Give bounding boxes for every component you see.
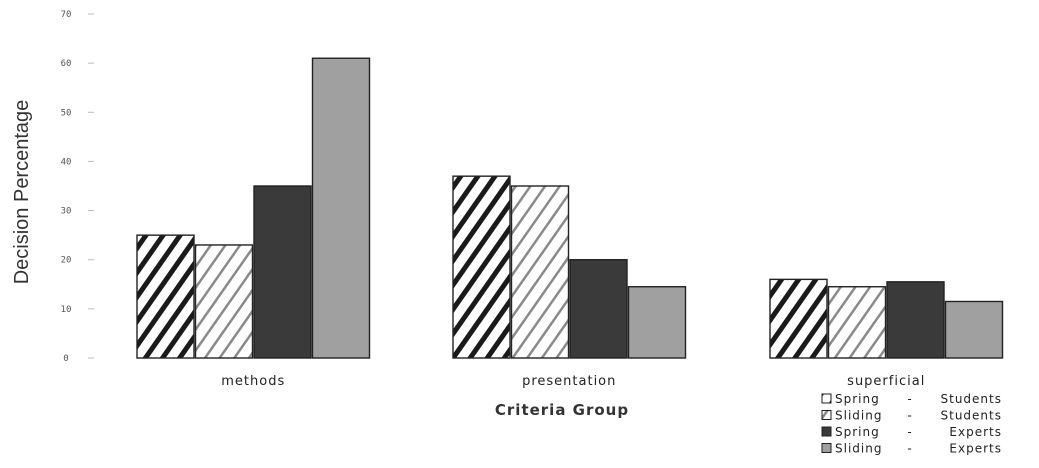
legend-separator: - (907, 392, 912, 406)
legend-swatch (821, 443, 832, 453)
y-tick-label: 50 (61, 108, 72, 118)
y-tick-label: 30 (61, 207, 72, 217)
legend: Spring - Students Sliding - Students Spring - Ex… (821, 392, 1003, 456)
category-label: superficial (847, 374, 925, 389)
legend-series-group: Experts (949, 442, 1002, 456)
category-label: methods (221, 374, 285, 389)
y-axis: 0 10 20 30 40 50 60 70 (61, 10, 94, 364)
bar-presentation-sliding-experts (627, 286, 687, 359)
y-tick-label: 0 (63, 354, 68, 364)
legend-swatch (821, 426, 832, 437)
bar-superficial-spring-students (769, 278, 828, 359)
y-tick-label: 60 (61, 59, 72, 69)
legend-separator: - (907, 425, 912, 439)
legend-series-name: Spring (835, 425, 880, 439)
bar-superficial-sliding-students (827, 286, 887, 359)
y-axis-title: Decision Percentage (11, 100, 33, 285)
legend-swatch (821, 410, 832, 420)
legend-separator: - (907, 409, 912, 423)
legend-swatch (821, 393, 832, 404)
bar-superficial-spring-experts (886, 281, 945, 359)
y-tick-label: 40 (61, 157, 72, 167)
legend-series-name: Sliding (835, 409, 882, 423)
y-tick-label: 10 (61, 305, 72, 315)
bar-methods-sliding-experts (311, 57, 371, 359)
legend-series-group: Students (941, 409, 1003, 423)
y-tick-label: 70 (61, 10, 72, 20)
x-axis-title: Criteria Group (495, 401, 629, 419)
bar-superficial-sliding-experts (944, 300, 1004, 359)
category-label: presentation (522, 374, 616, 389)
legend-separator: - (907, 442, 912, 456)
legend-series-name: Sliding (835, 442, 882, 456)
bar-methods-sliding-students (194, 244, 254, 359)
legend-series-name: Spring (835, 392, 880, 406)
category-labels: methods presentation superficial (221, 374, 925, 389)
legend-series-group: Experts (949, 425, 1002, 439)
bar-presentation-sliding-students (510, 185, 570, 359)
bar-presentation-spring-students (452, 175, 511, 359)
legend-series-group: Students (941, 392, 1003, 406)
bars (136, 57, 1004, 359)
y-tick-label: 20 (61, 256, 72, 266)
bar-methods-spring-experts (253, 185, 312, 359)
bar-methods-spring-students (136, 234, 195, 359)
bar-presentation-spring-experts (569, 259, 628, 359)
